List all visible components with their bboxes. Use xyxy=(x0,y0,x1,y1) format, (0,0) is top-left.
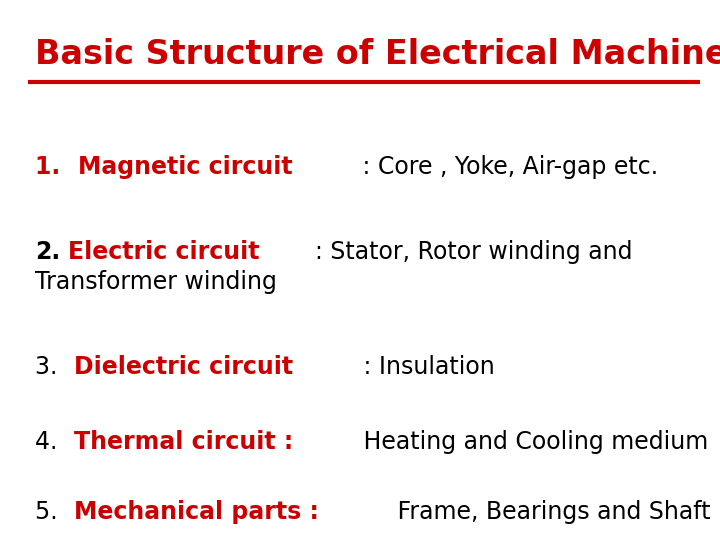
Text: : Stator, Rotor winding and: : Stator, Rotor winding and xyxy=(315,240,632,264)
Text: Transformer winding: Transformer winding xyxy=(35,270,277,294)
Text: 3.: 3. xyxy=(35,355,65,379)
Text: Heating and Cooling medium: Heating and Cooling medium xyxy=(356,430,708,454)
Text: : Insulation: : Insulation xyxy=(356,355,495,379)
Text: : Core , Yoke, Air-gap etc.: : Core , Yoke, Air-gap etc. xyxy=(355,155,658,179)
Text: Thermal circuit :: Thermal circuit : xyxy=(73,430,293,454)
Text: 4.: 4. xyxy=(35,430,65,454)
Text: Magnetic circuit: Magnetic circuit xyxy=(78,155,293,179)
Text: Dielectric circuit: Dielectric circuit xyxy=(73,355,292,379)
Text: 5.: 5. xyxy=(35,500,65,524)
Text: Basic Structure of Electrical Machine: Basic Structure of Electrical Machine xyxy=(35,38,720,71)
Text: Frame, Bearings and Shaft: Frame, Bearings and Shaft xyxy=(390,500,711,524)
Text: 2.: 2. xyxy=(35,240,60,264)
Text: 1.: 1. xyxy=(35,155,68,179)
Text: Electric circuit: Electric circuit xyxy=(68,240,259,264)
Text: Mechanical parts :: Mechanical parts : xyxy=(74,500,319,524)
